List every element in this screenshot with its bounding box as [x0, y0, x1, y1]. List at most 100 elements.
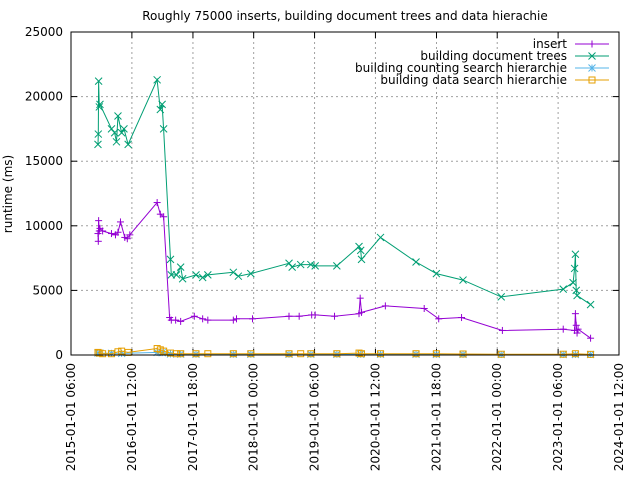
data-point: [248, 315, 256, 323]
data-point: [559, 285, 568, 293]
series-2: [94, 75, 595, 309]
data-point: [432, 269, 441, 278]
data-point: [126, 231, 134, 239]
data-point: [459, 276, 467, 284]
grid-lines: [71, 32, 619, 355]
data-point: [94, 140, 102, 149]
data-point: [297, 350, 305, 358]
data-point: [459, 350, 467, 358]
data-point: [232, 315, 240, 323]
series-line: [97, 347, 591, 355]
x-tick-label: 2022-01-01 00:00: [490, 363, 504, 471]
data-point: [356, 246, 365, 255]
data-point: [571, 350, 579, 358]
data-point: [358, 350, 366, 358]
legend-entry: building data search hierarchie: [380, 73, 609, 87]
data-point: [306, 260, 315, 269]
data-point: [176, 263, 185, 271]
data-point: [355, 242, 363, 251]
axes: 0 5000 10000 15000 20000 25000 2015-01-01 06:0…: [25, 25, 626, 471]
legend-entry: building document trees: [420, 49, 609, 63]
data-point: [288, 263, 297, 271]
data-point: [110, 128, 119, 137]
data-point: [497, 350, 505, 358]
x-tick-label: 2015-01-01 06:00: [64, 363, 78, 471]
y-axis-label: runtime (ms): [1, 155, 15, 233]
data-point: [381, 302, 389, 310]
x-tick-label: 2021-01-01 18:00: [430, 363, 444, 471]
data-point: [571, 310, 579, 318]
data-point: [94, 77, 103, 85]
x-tick-label: 2020-01-01 12:00: [368, 363, 382, 471]
data-point: [192, 350, 200, 358]
series-4: [94, 345, 595, 358]
data-point: [573, 291, 581, 300]
series-line: [97, 201, 591, 339]
data-point: [158, 100, 166, 109]
x-tick-label: 2018-01-01 00:00: [247, 363, 261, 471]
x-tick-label: 2024-01-01 12:00: [612, 363, 626, 471]
data-point: [432, 350, 440, 358]
data-point: [332, 261, 341, 270]
data-point: [377, 350, 385, 358]
data-point: [420, 304, 428, 312]
y-tick-label: 15000: [25, 154, 63, 168]
data-point: [159, 125, 168, 133]
x-tick-label: 2019-01-01 06:00: [308, 363, 322, 471]
data-point: [587, 350, 595, 358]
data-point: [177, 317, 185, 325]
data-point: [94, 130, 103, 138]
data-point: [285, 312, 293, 320]
data-point: [95, 103, 104, 111]
x-tick-label: 2023-01-01 06:00: [551, 363, 565, 471]
plot-frame: [70, 31, 620, 356]
data-point: [156, 105, 165, 114]
data-point: [124, 140, 132, 149]
data-point: [99, 227, 107, 235]
y-tick-label: 0: [55, 348, 63, 362]
data-point: [586, 300, 595, 309]
data-point: [204, 316, 212, 324]
data-point: [357, 255, 366, 264]
data-point: [497, 293, 506, 301]
data-point: [198, 273, 207, 282]
data-point: [412, 350, 420, 358]
data-point: [458, 314, 466, 322]
data-point: [588, 76, 596, 84]
data-point: [203, 271, 212, 279]
data-point: [307, 350, 315, 358]
data-point: [112, 137, 121, 146]
legend-entry: building counting search hierarchie: [355, 61, 609, 75]
data-point: [172, 271, 181, 279]
data-point: [574, 325, 582, 333]
x-tick-label: 2016-01-01 12:00: [125, 363, 139, 471]
data-point: [229, 316, 237, 324]
data-point: [114, 112, 122, 120]
data-point: [204, 350, 212, 358]
data-point: [123, 235, 131, 243]
legend-label: building counting search hierarchie: [355, 61, 567, 75]
data-point: [192, 271, 200, 279]
data-point: [190, 312, 198, 320]
data-point: [311, 261, 320, 270]
legend-entry: insert: [533, 37, 609, 51]
data-point: [572, 321, 580, 329]
data-point: [160, 213, 168, 221]
data-point: [246, 269, 255, 278]
data-point: [94, 237, 102, 245]
legend-label: building data search hierarchie: [380, 73, 567, 87]
data-point: [95, 217, 103, 225]
data-point: [234, 272, 243, 281]
data-point: [114, 228, 122, 236]
data-point: [356, 294, 364, 302]
data-point: [172, 316, 180, 324]
data-point: [559, 350, 567, 358]
legend-label: building document trees: [420, 49, 567, 63]
data-point: [498, 326, 506, 334]
data-point: [588, 52, 596, 60]
x-tick-label: 2017-01-01 18:00: [186, 363, 200, 471]
data-series: [94, 75, 595, 359]
data-point: [295, 312, 303, 320]
data-point: [120, 125, 128, 133]
